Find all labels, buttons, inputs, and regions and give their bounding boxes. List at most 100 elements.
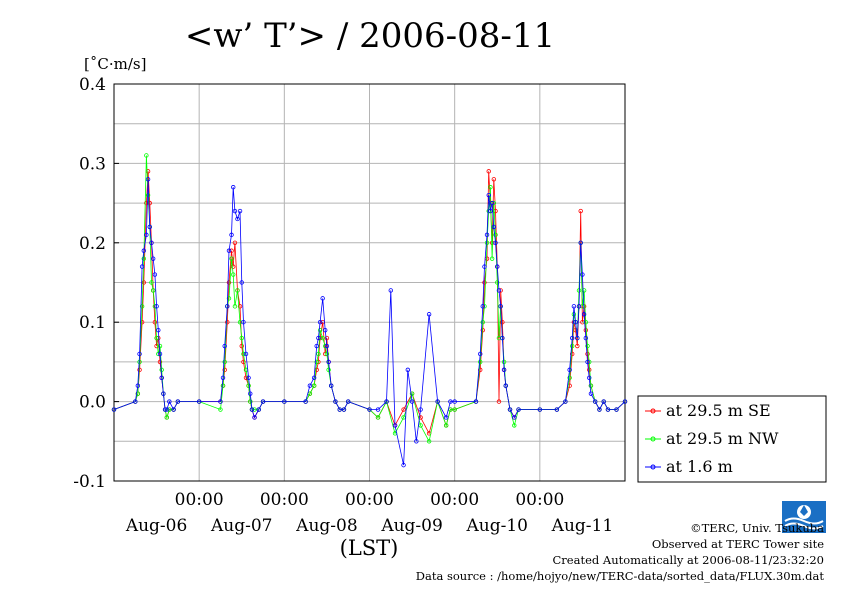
x-tick-day: Aug-08 <box>295 516 357 536</box>
data-point <box>222 367 227 373</box>
data-point <box>164 415 170 420</box>
data-point <box>314 343 319 349</box>
data-point <box>569 343 575 349</box>
data-point <box>392 423 398 428</box>
data-point <box>480 304 485 309</box>
data-point <box>592 399 598 404</box>
data-point <box>149 240 154 245</box>
legend: at 29.5 m SE at 29.5 m NW at 1.6 m <box>637 395 827 483</box>
y-ticks: 0.4 0.3 0.2 0.1 0.0 -0.1 <box>73 75 119 492</box>
data-point <box>588 391 594 396</box>
data-point <box>235 216 240 222</box>
data-point <box>239 343 244 349</box>
data-point <box>154 304 159 309</box>
data-point <box>452 407 457 412</box>
data-point <box>448 399 453 404</box>
data-point <box>141 248 147 253</box>
y-tick-label: 0.4 <box>79 75 106 95</box>
data-point <box>164 407 170 412</box>
data-point <box>222 343 227 349</box>
data-point <box>229 256 234 261</box>
data-point <box>597 407 602 412</box>
data-point <box>569 351 575 357</box>
legend-label: at 29.5 m NW <box>666 429 779 448</box>
data-point <box>605 407 611 412</box>
data-point <box>316 351 321 357</box>
data-point <box>418 407 423 412</box>
data-point <box>135 391 141 396</box>
terc-logo <box>782 501 826 533</box>
data-point <box>493 232 498 238</box>
data-point <box>486 192 491 198</box>
data-point <box>409 399 415 404</box>
data-point <box>575 335 580 341</box>
data-point <box>484 240 490 245</box>
data-point <box>503 383 508 388</box>
data-point <box>388 288 393 293</box>
series-layer <box>111 153 628 468</box>
data-point <box>573 320 578 325</box>
data-point <box>583 327 589 333</box>
legend-item: at 29.5 m SE <box>645 401 771 420</box>
data-point <box>175 399 181 404</box>
data-point <box>243 375 249 380</box>
data-point <box>307 383 313 388</box>
data-point <box>248 391 253 396</box>
x-tick-day: Aug-11 <box>551 516 613 536</box>
legend-item: at 1.6 m <box>645 457 733 476</box>
data-point <box>587 367 592 373</box>
data-point <box>567 375 572 380</box>
data-point <box>323 327 328 333</box>
data-point <box>501 367 507 373</box>
data-point <box>311 375 317 380</box>
data-point <box>141 256 147 261</box>
data-point <box>614 407 619 412</box>
data-point <box>218 407 223 412</box>
data-point <box>491 224 497 230</box>
footer-copyright: ©TERC, Univ. Tsukuba <box>690 521 824 535</box>
data-point <box>235 288 240 293</box>
data-point <box>282 399 287 404</box>
data-point <box>478 351 483 357</box>
data-point <box>500 335 505 341</box>
data-point <box>145 177 151 182</box>
data-point <box>220 375 226 380</box>
data-point <box>482 264 487 269</box>
data-point <box>491 177 497 182</box>
footer: ©TERC, Univ. Tsukuba Observed at TERC To… <box>416 520 824 584</box>
data-point <box>232 240 238 245</box>
data-point <box>150 288 156 293</box>
data-point <box>139 264 145 269</box>
data-point <box>498 304 503 309</box>
data-point <box>152 272 158 277</box>
legend-label: at 29.5 m SE <box>666 401 771 420</box>
data-point <box>346 399 351 404</box>
data-point <box>161 391 166 396</box>
grid <box>114 84 625 481</box>
series-2 <box>111 177 628 468</box>
data-point <box>401 407 406 412</box>
data-point <box>512 415 517 420</box>
data-point <box>147 200 152 206</box>
y-tick-label: 0.1 <box>79 313 106 333</box>
data-point <box>154 335 159 341</box>
y-tick-label: -0.1 <box>73 472 106 492</box>
data-point <box>341 407 347 412</box>
data-point <box>149 280 154 285</box>
data-point <box>260 399 266 404</box>
footer-created: Created Automatically at 2006-08-11/23:3… <box>552 553 825 567</box>
data-point <box>537 407 543 412</box>
data-point <box>243 351 249 357</box>
data-point <box>489 200 495 206</box>
data-point <box>482 280 487 285</box>
data-point <box>484 232 490 238</box>
data-point <box>229 232 234 238</box>
plot-frame <box>113 83 626 482</box>
data-point <box>328 383 334 388</box>
data-point <box>314 359 319 365</box>
data-point <box>622 399 628 404</box>
legend-swatch-marker <box>650 408 656 414</box>
data-point <box>316 335 321 341</box>
data-point <box>581 288 587 293</box>
data-point <box>231 272 236 277</box>
